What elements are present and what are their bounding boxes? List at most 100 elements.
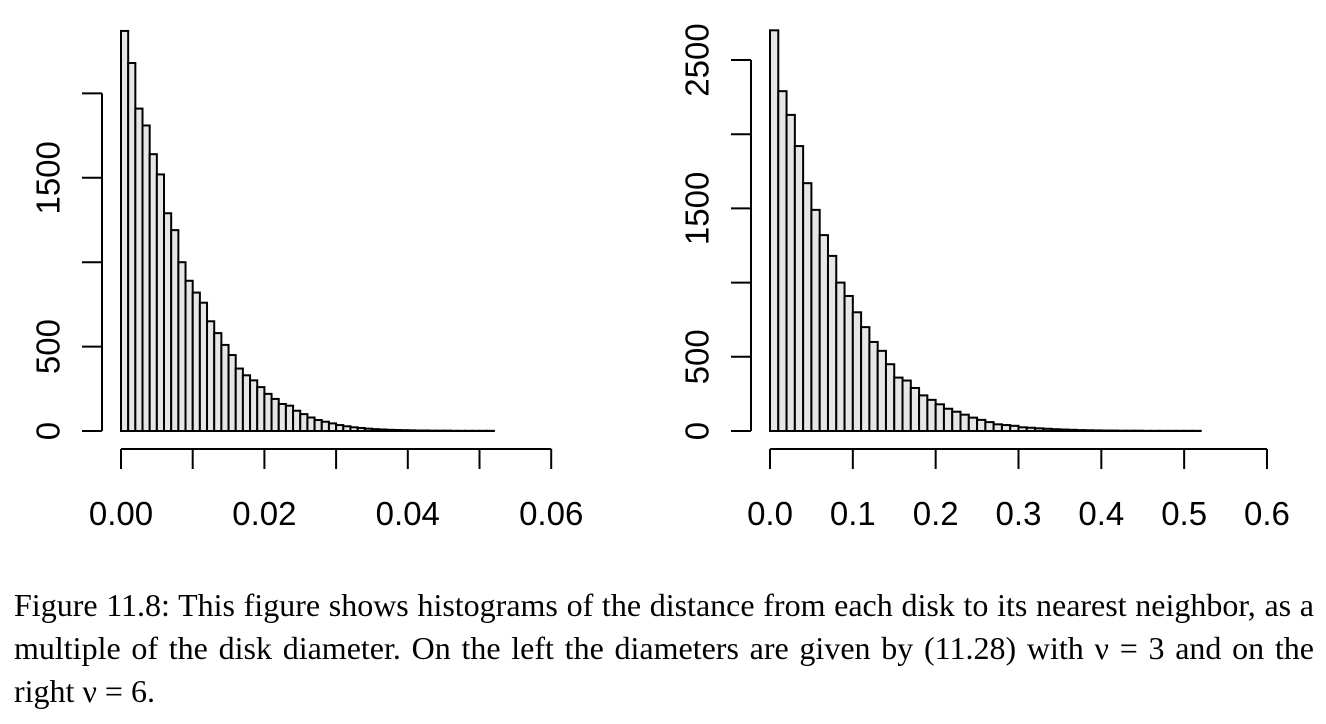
histogram-bar: [213, 332, 223, 433]
histogram-bar: [313, 419, 323, 432]
histogram-bar: [802, 182, 813, 432]
y-tick-label: 1500: [679, 172, 716, 245]
histogram-bar: [926, 398, 937, 432]
histogram-bar: [959, 413, 970, 432]
y-tick-label: 0: [679, 422, 716, 440]
histogram-bar: [893, 376, 904, 432]
histogram-bar: [810, 208, 821, 432]
x-tick-label: 0.4: [1078, 495, 1124, 532]
histogram-bar: [306, 416, 316, 432]
histogram-bar: [356, 426, 366, 432]
x-tick-label: 0.00: [89, 495, 153, 532]
histogram-bar: [1017, 426, 1028, 433]
x-tick-label: 0.02: [232, 495, 296, 532]
y-tick-label: 1500: [30, 141, 67, 214]
histogram-bar: [277, 402, 287, 432]
histogram-bar: [241, 374, 252, 432]
histogram-bar: [909, 386, 921, 432]
histogram-bar: [134, 107, 144, 432]
histogram-bar: [777, 90, 788, 432]
histogram-bar: [184, 279, 194, 432]
histogram-bar: [1067, 428, 1078, 432]
histogram-bar: [349, 426, 359, 433]
histogram-bar: [284, 404, 295, 432]
histogram-bar: [967, 416, 979, 433]
x-tick-label: 0.06: [519, 495, 583, 532]
histogram-bar: [234, 367, 244, 433]
histogram-bar: [421, 429, 431, 432]
histogram-bar: [399, 429, 409, 433]
histogram-bar: [320, 420, 330, 433]
histogram-bar: [227, 354, 237, 433]
histogram-bar: [335, 424, 345, 432]
figure-charts: 0 500 1500 0.00 0.02 0.04 0.06 0 500 1500 2500 0.0…: [30, 23, 1290, 532]
x-tick-label: 0.0: [747, 495, 793, 532]
histogram-bar: [191, 291, 201, 432]
histogram-bar: [385, 428, 395, 433]
histogram-bar: [868, 340, 879, 432]
histogram-bar: [1083, 429, 1095, 433]
histogram-bar: [826, 254, 838, 432]
histogram-bar: [1034, 427, 1045, 432]
histogram-bar: [370, 428, 381, 433]
histogram-bar: [220, 343, 230, 432]
histogram-bar: [793, 145, 805, 432]
histogram-bar: [851, 311, 863, 432]
y-tick-label: 500: [30, 319, 67, 374]
histogram-bar: [1025, 426, 1037, 432]
caption-text: This figure shows histograms of the dist…: [14, 587, 1315, 709]
x-tick-label: 0.2: [913, 495, 959, 532]
y-tick-label: 2500: [679, 23, 716, 96]
histogram-bar: [270, 397, 280, 432]
histogram-bar: [992, 423, 1003, 433]
histogram-bar: [934, 403, 945, 433]
histogram-bar: [177, 261, 187, 433]
x-tick-label: 0.3: [996, 495, 1042, 532]
histogram-bar: [170, 229, 180, 432]
histogram-bar: [769, 29, 780, 432]
histogram-bar: [198, 301, 209, 432]
histogram-bar: [1000, 424, 1012, 432]
histogram-bar: [1050, 428, 1061, 433]
histogram-bar: [976, 418, 987, 432]
right-histogram: 0 500 1500 2500 0.0 0.1 0.2 0.3 0.4 0.5 0.6: [679, 23, 1290, 532]
histogram-bar: [155, 173, 166, 432]
histogram-bar: [392, 428, 402, 432]
histogram-bar: [818, 234, 829, 432]
histogram-bar: [860, 326, 871, 432]
histogram-bar: [256, 386, 266, 432]
histogram-bar: [148, 153, 158, 432]
histogram-bar: [127, 62, 137, 433]
histogram-bar: [406, 429, 416, 433]
left-histogram: 0 500 1500 0.00 0.02 0.04 0.06: [30, 29, 583, 532]
x-tick-label: 0.04: [376, 495, 440, 532]
histogram-bar: [1042, 427, 1053, 432]
histogram-bar: [1009, 424, 1020, 432]
x-tick-label: 0.6: [1244, 495, 1290, 532]
histogram-bar: [327, 422, 338, 432]
x-tick-label: 0.5: [1161, 495, 1207, 532]
histogram-bar: [249, 379, 259, 432]
histogram-bar: [206, 320, 216, 432]
histogram-bar: [835, 281, 846, 432]
histogram-bar: [120, 29, 130, 432]
histogram-bar: [263, 392, 273, 432]
histogram-bar: [1058, 428, 1070, 432]
histogram-bar: [1092, 429, 1103, 433]
histogram-bar: [378, 428, 388, 433]
histogram-bar: [342, 425, 352, 432]
histogram-bar: [292, 409, 302, 432]
caption-label: Figure 11.8:: [14, 587, 179, 623]
histogram-bar: [843, 294, 854, 432]
histogram-bar: [141, 124, 151, 432]
histogram-bar: [951, 410, 962, 432]
histogram-bar: [984, 421, 995, 433]
histogram-bar: [163, 212, 173, 432]
figure-caption: Figure 11.8: This figure shows histogram…: [14, 584, 1314, 713]
histogram-bar: [884, 363, 896, 432]
histogram-bar: [785, 113, 796, 432]
histogram-bar: [901, 379, 912, 433]
histogram-bar: [918, 394, 929, 433]
x-tick-label: 0.1: [830, 495, 876, 532]
y-tick-label: 500: [679, 329, 716, 384]
